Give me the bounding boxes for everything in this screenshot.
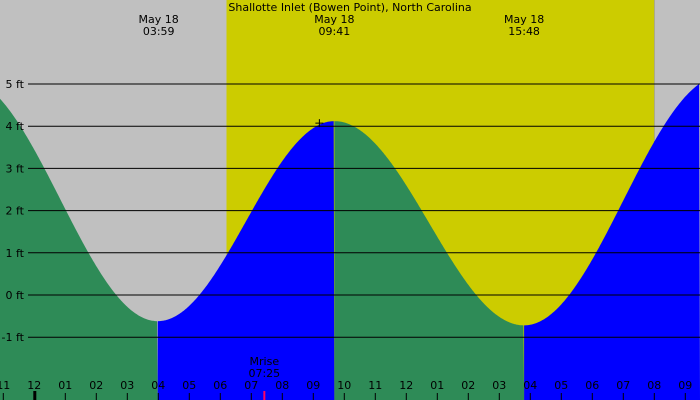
x-tick-label: 09 [306,379,320,392]
x-tick-label: 06 [585,379,599,392]
x-tick-label: 03 [492,379,506,392]
rising-tide-area [524,84,700,400]
y-tick-label: 2 ft [6,205,25,218]
y-tick-label: -1 ft [2,331,25,344]
x-tick-label: 02 [461,379,475,392]
y-tick-label: 4 ft [6,120,25,133]
event-date-label: May 18 [504,13,544,26]
falling-tide-area [0,98,158,400]
event-time-label: 03:59 [143,25,175,38]
y-tick-label: 5 ft [6,78,25,91]
event-date-label: May 18 [139,13,179,26]
event-time-label: 09:41 [319,25,351,38]
y-tick-label: 0 ft [6,289,25,302]
x-tick-label: 07 [244,379,258,392]
x-tick-label: 07 [616,379,630,392]
x-tick-label: 04 [151,379,165,392]
x-tick-label: 05 [554,379,568,392]
x-tick-label: 08 [275,379,289,392]
x-tick-label: 09 [678,379,692,392]
x-tick-label: 02 [89,379,103,392]
y-tick-label: 3 ft [6,162,25,175]
tide-fill [0,84,700,400]
x-tick-label: 01 [430,379,444,392]
x-tick-label: 11 [0,379,10,392]
rising-tide-area [157,121,335,400]
x-tick-label: 06 [213,379,227,392]
x-tick-label: 12 [399,379,413,392]
falling-tide-area [334,121,525,400]
midnight-marker [33,391,37,400]
x-tick-label: 12 [27,379,41,392]
x-tick-label: 04 [523,379,537,392]
moonrise-label: Mrise [250,355,280,368]
x-tick-label: 11 [368,379,382,392]
x-tick-label: 05 [182,379,196,392]
x-tick-label: 08 [647,379,661,392]
height-gridlines [28,83,700,338]
chart-title: Shallotte Inlet (Bowen Point), North Car… [228,1,471,14]
x-tick-label: 10 [337,379,351,392]
event-date-label: May 18 [314,13,354,26]
event-time-label: 15:48 [508,25,540,38]
x-tick-label: 01 [58,379,72,392]
y-tick-label: 1 ft [6,247,25,260]
moonrise-time: 07:25 [248,367,280,380]
x-tick-label: 03 [120,379,134,392]
